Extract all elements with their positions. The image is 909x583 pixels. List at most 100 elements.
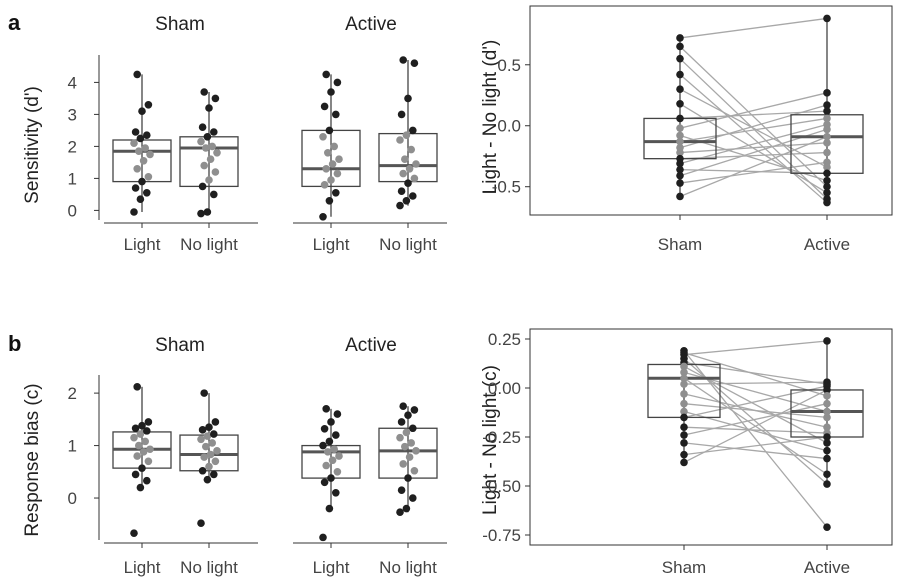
group-1-point [139, 448, 148, 456]
group-4-point [410, 406, 419, 414]
group-3-point [325, 437, 334, 446]
group-4-point [410, 466, 419, 475]
group-2-point [823, 114, 831, 123]
group-2-point [205, 176, 213, 184]
group-2-point [198, 182, 207, 191]
chart-a-left: Sham Active Sensitivity (d') 0 1 2 3 4 Light N… [22, 14, 447, 254]
group-3-point [333, 78, 342, 87]
group-2-point [197, 209, 205, 218]
group-3-point [330, 445, 339, 454]
group-4-point [409, 424, 417, 433]
group-1-point [130, 208, 138, 216]
group-1-point [133, 165, 141, 173]
pair-line [679, 123, 828, 165]
group-4-point [409, 494, 417, 502]
pair-line [679, 92, 828, 129]
group-1-point [136, 195, 145, 203]
group-1-point [676, 131, 684, 140]
group-3-point [320, 478, 329, 487]
group-1-point [676, 171, 684, 180]
group-1-point [144, 457, 153, 466]
group-3-point [332, 189, 340, 197]
group-4-point [404, 474, 412, 482]
group-2-point [823, 337, 831, 345]
y-tick-label: 0 [68, 489, 77, 508]
pair-line [679, 74, 828, 204]
group-2-point [205, 423, 213, 432]
group-2-point [208, 439, 216, 447]
group-1-point [146, 150, 154, 159]
group-1-point [144, 418, 153, 426]
chart-b-right: Light - No light (c) 0.25 0.00 -0.25 -0.50 -… [480, 328, 893, 577]
group-2-point [823, 413, 831, 422]
group-4-point [399, 56, 408, 64]
pair-line [683, 410, 828, 452]
group-2-point [206, 450, 215, 459]
group-1-point [680, 423, 688, 432]
group-1-point [676, 99, 684, 108]
facet-label-sham: Sham [155, 335, 205, 356]
group-2-point [823, 132, 831, 141]
pair-line [683, 403, 828, 419]
group-2-point [823, 148, 831, 157]
pair-line [679, 142, 828, 154]
group-4-point [412, 160, 420, 168]
group-1-point [130, 139, 138, 147]
group-2-point [210, 128, 218, 136]
group-1-point [136, 134, 145, 143]
group-1-point [680, 390, 688, 398]
pair-line [683, 381, 828, 385]
group-3-point [327, 418, 335, 426]
facet-label-active: Active [345, 14, 397, 35]
group-1-point [676, 137, 684, 146]
group-3-point [319, 213, 327, 221]
group-2-point [823, 182, 831, 191]
pair-line [679, 136, 828, 198]
group-3-point [319, 133, 327, 141]
group-2-point [211, 457, 220, 466]
group-2-point [823, 176, 831, 185]
group-2-point [823, 480, 831, 488]
group-1-point [131, 470, 140, 479]
x-tick-label: No light [180, 558, 238, 577]
group-2-point [823, 125, 831, 134]
group-4-point [397, 486, 406, 494]
chart-a-right: Light - No light (d') -0.5 0.0 0.5 Sham Acti… [480, 5, 893, 254]
group-1-point [146, 445, 154, 454]
pair-line [683, 403, 828, 436]
group-1-point [676, 165, 684, 174]
group-1-point [676, 148, 684, 157]
group-2-point [203, 475, 212, 484]
group-2-point [210, 190, 218, 199]
group-2-point [203, 133, 212, 141]
x-tick-label: No light [379, 235, 437, 254]
group-4-point [407, 439, 416, 447]
group-1-point [680, 362, 688, 371]
group-4-point [401, 442, 409, 451]
group-3-point [332, 431, 340, 439]
group-2-point [823, 423, 831, 432]
group-1-point [143, 476, 151, 485]
group-2-point [205, 104, 213, 112]
y-tick-label: -0.25 [482, 428, 521, 447]
y-tick-label: 0.0 [497, 117, 521, 136]
group-3-point [322, 70, 331, 79]
x-tick-label: Light [124, 235, 161, 254]
group-3-point [335, 155, 343, 163]
group-2-point [200, 88, 208, 96]
group-3-point [325, 504, 334, 513]
y-axis-label: Response bias (c) [22, 383, 43, 536]
group-2-point [198, 123, 207, 131]
group-2-point [210, 470, 218, 479]
group-1-point [135, 441, 143, 450]
y-tick-label: 0.25 [488, 330, 521, 349]
group-2-point [823, 107, 831, 115]
x-tick-label: Active [804, 558, 850, 577]
pair-line [679, 17, 828, 39]
group-1-point [141, 144, 149, 152]
group-3-point [320, 181, 329, 189]
chart-b-left: Sham Active Response bias (c) 0 1 2 Light No… [22, 335, 447, 577]
group-2-point [823, 523, 831, 531]
group-1-point [676, 124, 684, 132]
